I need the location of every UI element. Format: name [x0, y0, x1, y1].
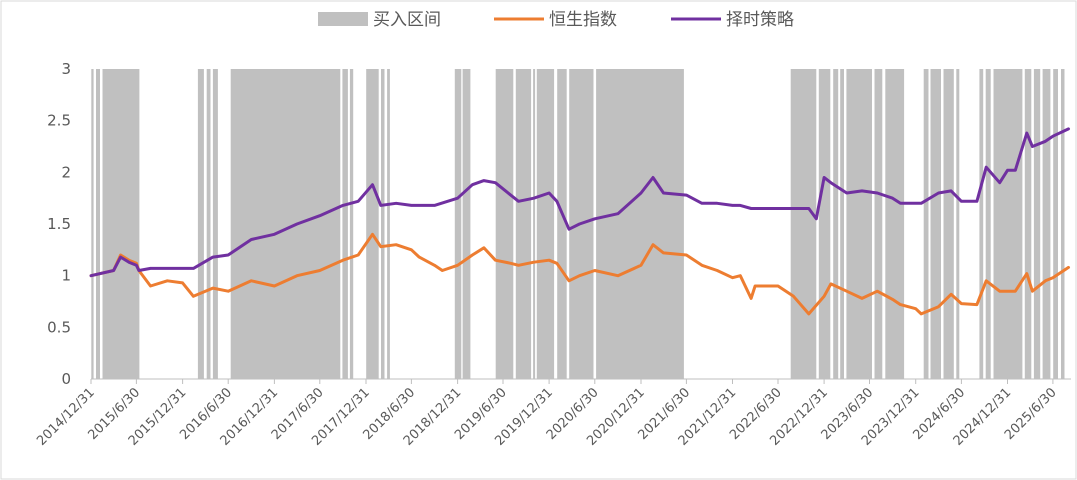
- buy-interval-band: [833, 69, 839, 379]
- buy-interval-band: [557, 69, 567, 379]
- y-tick-label: 2.5: [47, 112, 71, 130]
- buy-interval-band: [454, 69, 462, 379]
- legend-label: 择时策略: [726, 10, 794, 30]
- legend-label: 买入区间: [373, 10, 441, 30]
- buy-interval-band: [1033, 69, 1041, 379]
- buy-interval-band: [387, 69, 390, 379]
- buy-interval-band: [818, 69, 831, 379]
- buy-interval-band: [381, 69, 385, 379]
- y-tick-label: 3: [61, 60, 71, 78]
- buy-interval-band: [979, 69, 984, 379]
- buy-interval-band: [533, 69, 536, 379]
- buy-interval-band: [885, 69, 905, 379]
- buy-interval-band: [1053, 69, 1058, 379]
- y-tick-label: 2: [61, 163, 71, 181]
- y-tick-label: 0.5: [47, 318, 71, 336]
- buy-interval-band: [349, 69, 354, 379]
- y-tick-label: 0: [61, 370, 71, 388]
- buy-interval-band: [91, 69, 94, 379]
- buy-interval-band: [943, 69, 954, 379]
- buy-interval-band: [993, 69, 1023, 379]
- y-tick-label: 1.5: [47, 215, 71, 233]
- buy-interval-band: [197, 69, 204, 379]
- hsi-index-line: [89, 232, 1070, 316]
- buy-interval-band: [1061, 69, 1065, 379]
- series-lines: [89, 127, 1070, 316]
- buy-interval-band: [1024, 69, 1032, 379]
- legend-swatch-buy-interval: [318, 12, 368, 26]
- legend: 买入区间 恒生指数 择时策略: [318, 10, 794, 30]
- buy-interval-bands: [91, 69, 1065, 379]
- buy-interval-band: [495, 69, 514, 379]
- buy-interval-band: [956, 69, 960, 379]
- buy-interval-band: [96, 69, 100, 379]
- buy-interval-band: [462, 69, 471, 379]
- buy-interval-band: [930, 69, 941, 379]
- buy-interval-band: [985, 69, 991, 379]
- buy-interval-band: [515, 69, 532, 379]
- buy-interval-band: [212, 69, 218, 379]
- buy-interval-band: [596, 69, 684, 379]
- buy-interval-band: [840, 69, 844, 379]
- buy-interval-band: [536, 69, 555, 379]
- timing-strategy-line: [89, 127, 1070, 278]
- buy-interval-band: [206, 69, 211, 379]
- buy-interval-band: [342, 69, 348, 379]
- buy-interval-band: [874, 69, 883, 379]
- buy-interval-band: [230, 69, 341, 379]
- buy-interval-band: [846, 69, 872, 379]
- legend-label: 恒生指数: [549, 10, 617, 30]
- buy-interval-band: [790, 69, 817, 379]
- y-tick-label: 1: [61, 267, 71, 285]
- buy-interval-band: [1042, 69, 1051, 379]
- buy-interval-band: [366, 69, 379, 379]
- buy-interval-band: [102, 69, 140, 379]
- buy-interval-band: [923, 69, 929, 379]
